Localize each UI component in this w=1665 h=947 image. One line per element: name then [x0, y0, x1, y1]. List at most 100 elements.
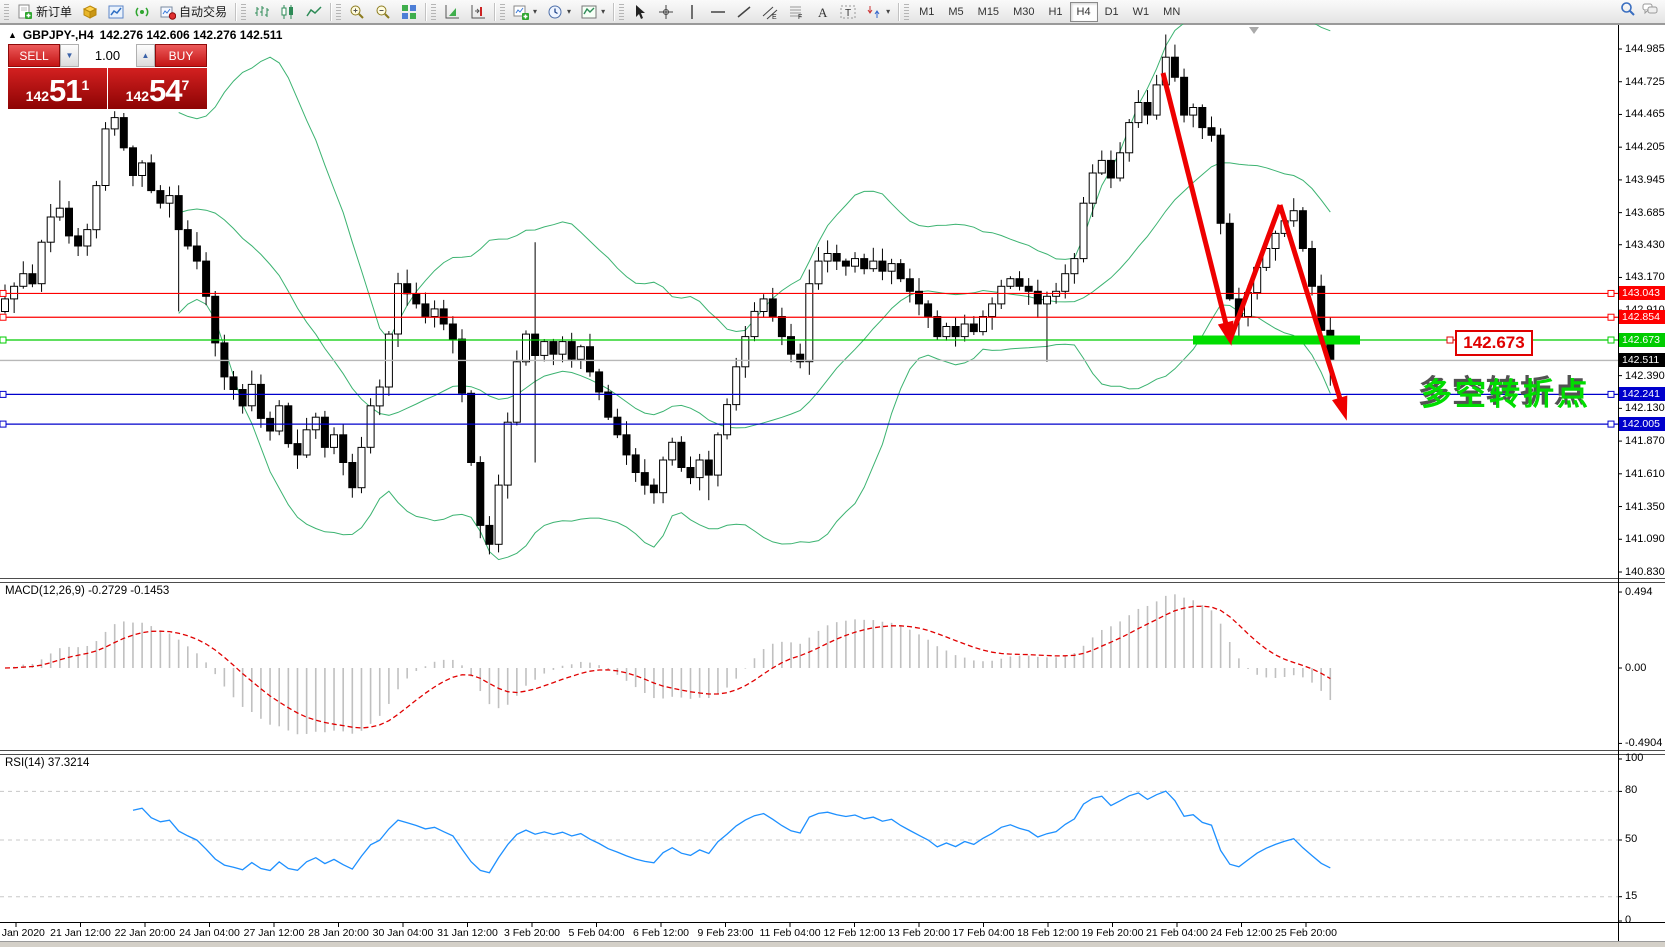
timeframe-h4-button[interactable]: H4 [1069, 1, 1098, 22]
chart-shift-marker-icon[interactable] [1249, 27, 1259, 34]
candlestick-series [1, 34, 1335, 555]
time-axis-border [0, 922, 1665, 923]
arrows-shapes-caret-icon[interactable]: ▾ [886, 7, 891, 16]
time-axis-label: 19 Feb 20:00 [1081, 927, 1144, 939]
horizontal-line-button[interactable] [705, 1, 731, 23]
splitter-main-macd[interactable] [0, 578, 1665, 583]
market-button[interactable] [77, 1, 103, 23]
periods-button[interactable]: ▾ [542, 1, 576, 23]
auto-trading-button[interactable]: 自动交易 [155, 1, 232, 23]
timeframe-m5-button[interactable]: M5 [948, 5, 964, 18]
chart-shift-icon [470, 4, 486, 20]
new-chart-caret-icon[interactable]: ▾ [533, 7, 538, 16]
svg-text:A: A [818, 5, 828, 20]
buy-price-big: 54 [149, 73, 182, 108]
templates-caret-icon[interactable]: ▾ [601, 7, 606, 16]
templates-button[interactable]: ▾ [576, 1, 610, 23]
chart-bars-button[interactable] [249, 1, 275, 23]
price-badge-142.005: 142.005 [1619, 417, 1665, 432]
price-badge-142.241: 142.241 [1619, 387, 1665, 402]
cursor-button[interactable] [627, 1, 653, 23]
signals-icon [134, 4, 150, 20]
arrows-shapes-button[interactable]: ▾ [861, 1, 895, 23]
svg-text:T: T [845, 8, 851, 19]
fibonacci-button[interactable]: F [783, 1, 809, 23]
volume-input[interactable] [79, 44, 136, 67]
new-chart-button[interactable]: ▾ [508, 1, 542, 23]
chart-candles-button[interactable] [275, 1, 301, 23]
buy-button[interactable]: BUY [155, 44, 207, 67]
price-axis-label: 144.205 [1625, 141, 1665, 154]
macd-axis-label: 0.00 [1625, 662, 1647, 674]
toolbar-separator [425, 2, 428, 21]
splitter-macd-rsi[interactable] [0, 750, 1665, 755]
sell-price-big: 51 [49, 73, 82, 108]
vertical-line-button[interactable] [679, 1, 705, 23]
collapse-icon[interactable]: ▲ [8, 30, 17, 40]
crosshair-button[interactable] [653, 1, 679, 23]
sell-price[interactable]: 142 51 1 [8, 68, 107, 109]
timeframe-d1-button[interactable]: D1 [1104, 5, 1119, 18]
timeframe-w1-button[interactable]: W1 [1132, 5, 1150, 18]
time-axis-label: 22 Jan 20:00 [114, 927, 176, 939]
search-icon[interactable] [1620, 1, 1636, 22]
time-axis-label: 3 Feb 20:00 [503, 927, 561, 939]
time-axis-label: 31 Jan 12:00 [437, 927, 498, 939]
equidistant-channel-button[interactable]: E [757, 1, 783, 23]
time-axis-label: 12 Feb 12:00 [823, 927, 886, 939]
chart-bars-icon [254, 4, 270, 20]
tile-windows-button[interactable] [396, 1, 422, 23]
sell-price-prefix: 142 [25, 88, 50, 104]
time-axis-label: 20 Jan 2020 [0, 927, 45, 939]
volume-down-button[interactable]: ▼ [60, 44, 79, 67]
buy-price[interactable]: 142 54 7 [108, 68, 207, 109]
price-axis-label: 143.685 [1625, 206, 1665, 219]
chart-shift-button[interactable] [465, 1, 491, 23]
toolbar-grip [241, 3, 247, 20]
cursor-icon [632, 4, 648, 20]
zoom-out-button[interactable] [370, 1, 396, 23]
toolbar-grip [500, 3, 506, 20]
timeframe-mn-button[interactable]: MN [1163, 5, 1181, 18]
time-axis-label: 25 Feb 20:00 [1275, 927, 1337, 939]
new-order-button[interactable]: 新订单 [12, 1, 77, 23]
time-axis-label: 24 Jan 04:00 [179, 927, 240, 939]
signals-button[interactable] [129, 1, 155, 23]
text-button[interactable]: A [809, 1, 835, 23]
timeframe-h1-button[interactable]: H1 [1048, 5, 1063, 18]
toolbar-separator [613, 2, 616, 21]
time-axis-label: 13 Feb 20:00 [888, 927, 950, 939]
toolbar-grip [904, 3, 910, 20]
price-axis-label: 141.090 [1625, 533, 1665, 546]
arrange-charts-button[interactable] [439, 1, 465, 23]
profiles-button[interactable] [103, 1, 129, 23]
text-label-button[interactable]: T [835, 1, 861, 23]
time-axis-label: 24 Feb 12:00 [1210, 927, 1273, 939]
window-bottom-edge [0, 941, 1665, 947]
trend-line-button[interactable] [731, 1, 757, 23]
toolbar-separator [235, 2, 238, 21]
rsi-indicator [0, 790, 1618, 898]
zoom-in-button[interactable] [344, 1, 370, 23]
trend-arrows-annotation [1160, 72, 1348, 421]
timeframe-m15-button[interactable]: M15 [977, 5, 1000, 18]
timeframe-m30-button[interactable]: M30 [1013, 5, 1035, 18]
price-axis-border [1618, 25, 1619, 941]
price-annotation-box[interactable]: 142.673 [1455, 330, 1533, 356]
chat-icon[interactable] [1642, 1, 1658, 22]
macd-axis-label: 0.494 [1625, 586, 1653, 599]
time-axis-label: 21 Feb 04:00 [1146, 927, 1208, 939]
tile-windows-icon [401, 4, 417, 20]
chart-line-button[interactable] [301, 1, 327, 23]
periods-caret-icon[interactable]: ▾ [567, 7, 572, 16]
auto-trading-label: 自动交易 [179, 5, 228, 19]
timeframe-m1-button[interactable]: M1 [919, 5, 935, 18]
time-axis-label: 6 Feb 12:00 [632, 927, 690, 939]
sell-button[interactable]: SELL [8, 44, 60, 67]
volume-up-button[interactable]: ▲ [136, 44, 155, 67]
text-label-icon: T [840, 4, 856, 20]
price-axis-label: 143.170 [1625, 271, 1665, 284]
trend-line-icon [736, 4, 752, 20]
